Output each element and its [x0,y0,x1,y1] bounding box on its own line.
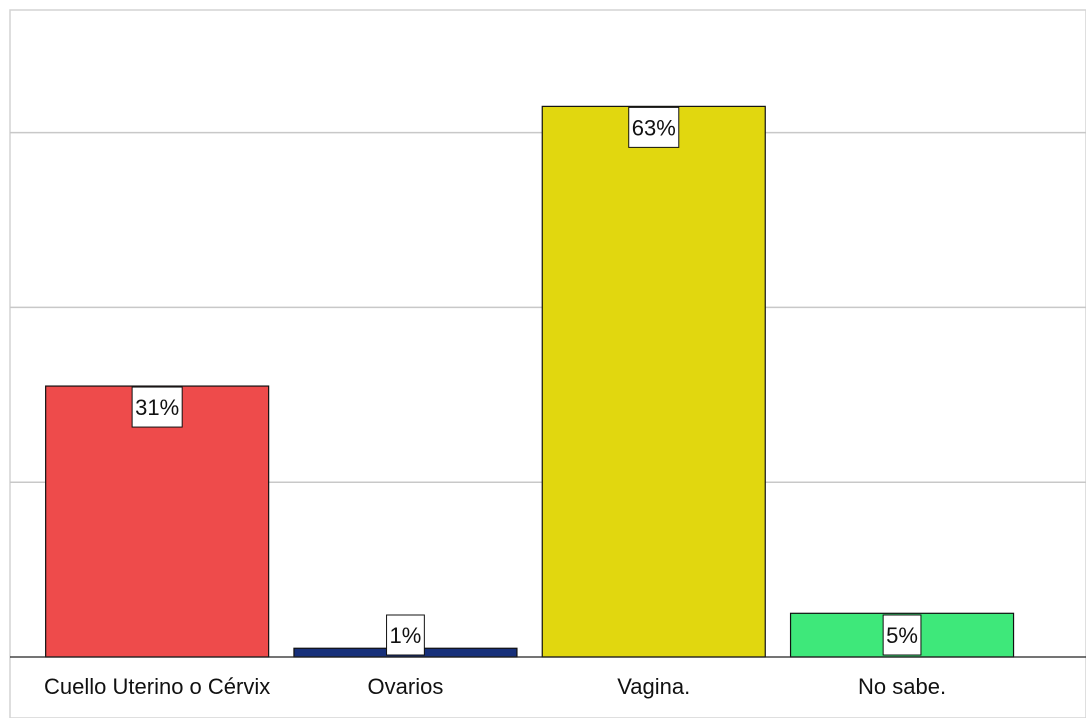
data-label-text: 63% [632,115,676,140]
data-labels: 31% 1% 63% 5% [131,106,922,656]
data-label-box [386,614,425,656]
data-label-4: 5% [882,614,922,656]
data-label-box [882,614,922,656]
data-label-2: 1% [386,614,425,656]
x-tick-label-2: Ovarios [368,674,444,699]
x-tick-label-4: No sabe. [858,674,946,699]
x-tick-label-3: Vagina. [617,674,690,699]
plot-frame [9,9,1086,718]
data-label-text: 1% [390,623,422,648]
bar-1 [45,385,270,658]
data-label-box [131,386,183,428]
bar-3 [541,105,766,658]
x-tick-labels: Cuello Uterino o Cérvix Ovarios Vagina. No … [44,674,946,699]
data-label-box [628,106,680,148]
data-label-1: 31% [131,386,183,428]
x-tick-label-1: Cuello Uterino o Cérvix [44,674,270,699]
data-label-text: 31% [135,395,179,420]
data-label-3: 63% [628,106,680,148]
data-label-text: 5% [886,623,918,648]
bars [45,105,1015,658]
